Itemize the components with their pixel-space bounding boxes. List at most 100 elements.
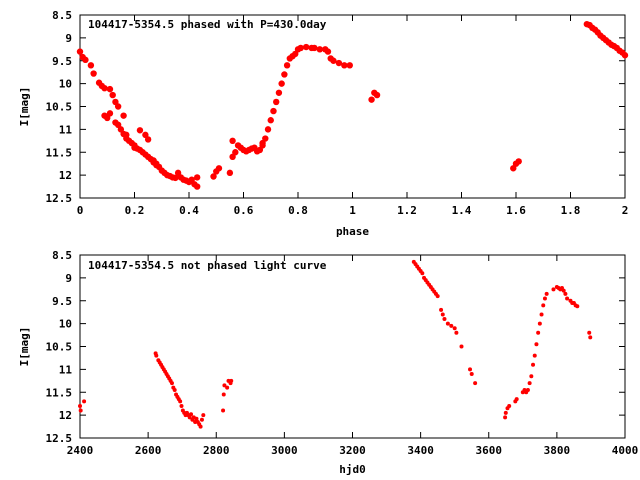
y-tick-label: 11 [59, 363, 73, 376]
data-point [78, 403, 82, 408]
data-point [189, 412, 194, 417]
data-point [537, 321, 542, 326]
data-point [273, 98, 280, 106]
data-point [335, 59, 343, 67]
data-point [225, 385, 230, 390]
y-tick-label: 9 [65, 32, 72, 45]
data-point [267, 117, 274, 124]
data-point [78, 408, 83, 413]
y-tick-label: 11.5 [46, 386, 73, 399]
data-point [222, 383, 227, 388]
data-point [515, 158, 522, 165]
data-point [440, 312, 445, 317]
y-tick-label: 12.5 [46, 432, 73, 445]
data-point [201, 413, 206, 418]
x-tick-label: 1.4 [452, 204, 472, 217]
data-point [215, 165, 223, 172]
x-tick-label: 0 [77, 204, 84, 217]
data-point [169, 381, 174, 386]
data-point [283, 62, 291, 69]
x-tick-label: 1 [349, 204, 356, 217]
data-point [82, 399, 87, 404]
data-point [503, 410, 508, 415]
data-point [278, 80, 285, 87]
data-point [311, 44, 318, 52]
data-point [445, 321, 450, 326]
data-point [346, 62, 353, 69]
data-point [106, 85, 114, 93]
x-tick-label: 1.2 [397, 204, 417, 217]
data-point [449, 323, 454, 328]
x-axis-label: hjd0 [339, 463, 366, 476]
data-point [144, 136, 152, 143]
x-tick-label: 1.6 [506, 204, 526, 217]
data-point [76, 48, 84, 55]
data-point [179, 403, 184, 408]
data-point [114, 103, 122, 110]
data-point [439, 307, 444, 312]
data-point [621, 52, 629, 59]
data-point [527, 381, 532, 386]
data-point [316, 46, 323, 53]
data-point [536, 330, 541, 335]
y-tick-label: 10.5 [46, 341, 73, 354]
x-tick-label: 1.8 [561, 204, 581, 217]
data-point [229, 137, 236, 145]
data-point [368, 96, 375, 103]
data-point [154, 353, 159, 358]
data-point [539, 312, 544, 317]
data-point [473, 381, 478, 386]
data-point [101, 85, 108, 92]
x-tick-label: 0.8 [288, 204, 308, 217]
data-point [544, 291, 549, 296]
data-point [136, 127, 144, 134]
data-point [561, 288, 566, 293]
data-point [507, 403, 512, 408]
y-tick-label: 12.5 [46, 192, 73, 205]
data-point [210, 173, 217, 180]
data-point [442, 317, 447, 322]
data-point [531, 362, 536, 367]
y-tick-label: 11.5 [46, 146, 73, 159]
data-point [281, 71, 288, 78]
x-tick-label: 2 [622, 204, 629, 217]
data-point [172, 387, 177, 392]
y-tick-label: 11 [59, 123, 73, 136]
y-tick-label: 12 [59, 169, 72, 182]
y-tick-label: 8.5 [52, 249, 72, 262]
data-point [172, 174, 179, 182]
x-tick-label: 3600 [476, 444, 503, 457]
x-tick-label: 0.2 [125, 204, 145, 217]
x-tick-label: 0.4 [179, 204, 199, 217]
data-point [541, 303, 546, 308]
data-point [551, 287, 556, 292]
data-point [198, 424, 203, 429]
x-tick-label: 2800 [203, 444, 230, 457]
data-point [221, 408, 226, 413]
data-point [270, 107, 277, 115]
data-point [193, 174, 201, 181]
data-point [275, 89, 283, 96]
data-point [575, 304, 580, 309]
data-point [373, 91, 381, 99]
data-point [226, 169, 234, 177]
data-point [120, 112, 127, 119]
data-point [587, 330, 592, 335]
y-tick-label: 12 [59, 409, 72, 422]
x-tick-label: 2400 [67, 444, 94, 457]
data-point [454, 330, 459, 335]
x-tick-label: 3400 [407, 444, 434, 457]
data-point [532, 353, 537, 358]
data-point [87, 62, 95, 69]
y-tick-label: 9.5 [52, 55, 72, 68]
data-point [588, 335, 593, 340]
chart-title: 104417-5354.5 phased with P=430.0day [88, 18, 327, 31]
plot-frame [79, 254, 626, 439]
data-point [232, 149, 239, 156]
y-tick-label: 9.5 [52, 295, 72, 308]
data-point [542, 296, 547, 301]
data-point [178, 399, 183, 404]
data-point [187, 415, 192, 420]
data-point [534, 342, 539, 347]
